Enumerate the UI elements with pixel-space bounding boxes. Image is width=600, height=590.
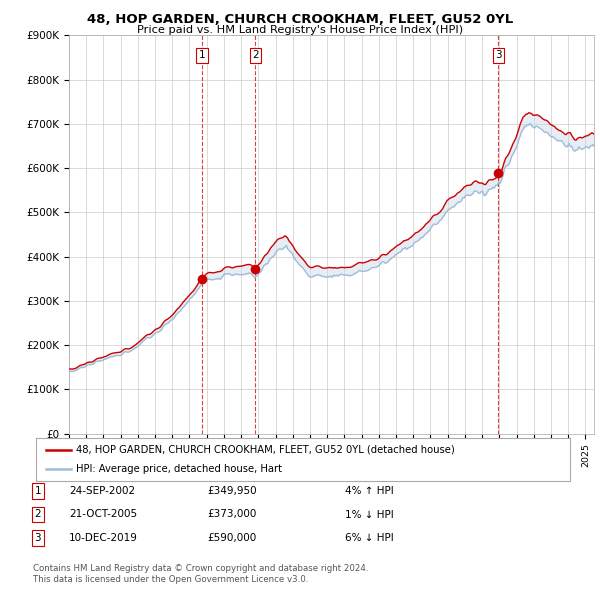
Text: 48, HOP GARDEN, CHURCH CROOKHAM, FLEET, GU52 0YL: 48, HOP GARDEN, CHURCH CROOKHAM, FLEET, … [87,13,513,26]
Text: 3: 3 [495,50,502,60]
Text: £373,000: £373,000 [207,510,256,519]
Text: HPI: Average price, detached house, Hart: HPI: Average price, detached house, Hart [76,464,282,474]
Text: £349,950: £349,950 [207,486,257,496]
Text: 21-OCT-2005: 21-OCT-2005 [69,510,137,519]
Text: 24-SEP-2002: 24-SEP-2002 [69,486,135,496]
Text: Price paid vs. HM Land Registry's House Price Index (HPI): Price paid vs. HM Land Registry's House … [137,25,463,35]
Text: This data is licensed under the Open Government Licence v3.0.: This data is licensed under the Open Gov… [33,575,308,584]
Text: 2: 2 [252,50,259,60]
Text: £590,000: £590,000 [207,533,256,543]
Text: 6% ↓ HPI: 6% ↓ HPI [345,533,394,543]
Text: 10-DEC-2019: 10-DEC-2019 [69,533,138,543]
Text: 1: 1 [34,486,41,496]
Text: 4% ↑ HPI: 4% ↑ HPI [345,486,394,496]
Text: 48, HOP GARDEN, CHURCH CROOKHAM, FLEET, GU52 0YL (detached house): 48, HOP GARDEN, CHURCH CROOKHAM, FLEET, … [76,445,455,455]
Text: 2: 2 [34,510,41,519]
Text: Contains HM Land Registry data © Crown copyright and database right 2024.: Contains HM Land Registry data © Crown c… [33,565,368,573]
Text: 1: 1 [199,50,206,60]
Text: 1% ↓ HPI: 1% ↓ HPI [345,510,394,519]
Text: 3: 3 [34,533,41,543]
